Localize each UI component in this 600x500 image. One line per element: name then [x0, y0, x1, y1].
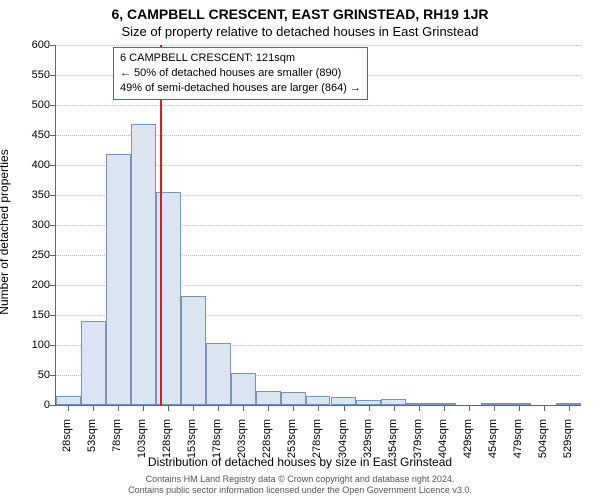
y-tick-label: 400	[32, 159, 50, 171]
histogram-bar	[306, 396, 331, 405]
x-tick	[444, 405, 445, 411]
y-tick	[50, 345, 56, 346]
y-tick	[50, 255, 56, 256]
chart-title-address: 6, CAMPBELL CRESCENT, EAST GRINSTEAD, RH…	[0, 6, 600, 22]
x-tick	[569, 405, 570, 411]
x-tick	[293, 405, 294, 411]
annotation-box: 6 CAMPBELL CRESCENT: 121sqm← 50% of deta…	[113, 47, 368, 100]
y-tick	[50, 285, 56, 286]
x-tick	[494, 405, 495, 411]
y-tick	[50, 315, 56, 316]
x-tick	[118, 405, 119, 411]
gridline	[56, 105, 581, 106]
x-tick	[193, 405, 194, 411]
y-tick-label: 50	[38, 369, 50, 381]
plot-area: 6 CAMPBELL CRESCENT: 121sqm← 50% of deta…	[55, 45, 581, 406]
histogram-bar	[131, 124, 156, 405]
footer-line-2: Contains public sector information licen…	[0, 485, 600, 496]
y-tick-label: 600	[32, 39, 50, 51]
y-tick-label: 500	[32, 99, 50, 111]
y-tick	[50, 195, 56, 196]
y-tick	[50, 405, 56, 406]
histogram-bar	[106, 154, 131, 405]
y-tick-label: 550	[32, 69, 50, 81]
y-tick-label: 0	[44, 399, 50, 411]
x-tick	[243, 405, 244, 411]
histogram-bar	[81, 321, 106, 405]
histogram-bar	[56, 396, 81, 405]
y-tick	[50, 105, 56, 106]
y-tick	[50, 165, 56, 166]
x-tick	[369, 405, 370, 411]
x-tick	[469, 405, 470, 411]
x-tick	[143, 405, 144, 411]
chart-subtitle: Size of property relative to detached ho…	[0, 24, 600, 39]
y-axis-label: Number of detached properties	[0, 149, 11, 314]
gridline	[56, 45, 581, 46]
footer-attribution: Contains HM Land Registry data © Crown c…	[0, 474, 600, 497]
annotation-line: 49% of semi-detached houses are larger (…	[120, 81, 361, 96]
histogram-bar	[181, 296, 206, 405]
histogram-bar	[281, 392, 306, 405]
histogram-bar	[206, 343, 231, 405]
x-tick	[419, 405, 420, 411]
x-tick	[218, 405, 219, 411]
x-tick	[544, 405, 545, 411]
y-tick-label: 450	[32, 129, 50, 141]
histogram-bar	[256, 391, 281, 405]
annotation-line: 6 CAMPBELL CRESCENT: 121sqm	[120, 51, 361, 66]
y-tick-label: 350	[32, 189, 50, 201]
footer-line-1: Contains HM Land Registry data © Crown c…	[0, 474, 600, 485]
histogram-bar	[331, 397, 356, 405]
x-tick	[318, 405, 319, 411]
x-tick	[168, 405, 169, 411]
y-tick-label: 150	[32, 309, 50, 321]
annotation-line: ← 50% of detached houses are smaller (89…	[120, 66, 361, 81]
y-tick	[50, 45, 56, 46]
y-tick	[50, 375, 56, 376]
y-tick-label: 200	[32, 279, 50, 291]
y-tick-label: 100	[32, 339, 50, 351]
histogram-bar	[231, 373, 256, 405]
x-tick	[344, 405, 345, 411]
chart-container: 6, CAMPBELL CRESCENT, EAST GRINSTEAD, RH…	[0, 0, 600, 500]
y-tick	[50, 75, 56, 76]
y-tick	[50, 135, 56, 136]
y-tick-label: 250	[32, 249, 50, 261]
y-tick	[50, 225, 56, 226]
x-tick	[519, 405, 520, 411]
x-tick	[394, 405, 395, 411]
x-tick	[268, 405, 269, 411]
x-axis-label: Distribution of detached houses by size …	[0, 455, 600, 469]
x-tick	[68, 405, 69, 411]
x-tick	[93, 405, 94, 411]
y-tick-label: 300	[32, 219, 50, 231]
